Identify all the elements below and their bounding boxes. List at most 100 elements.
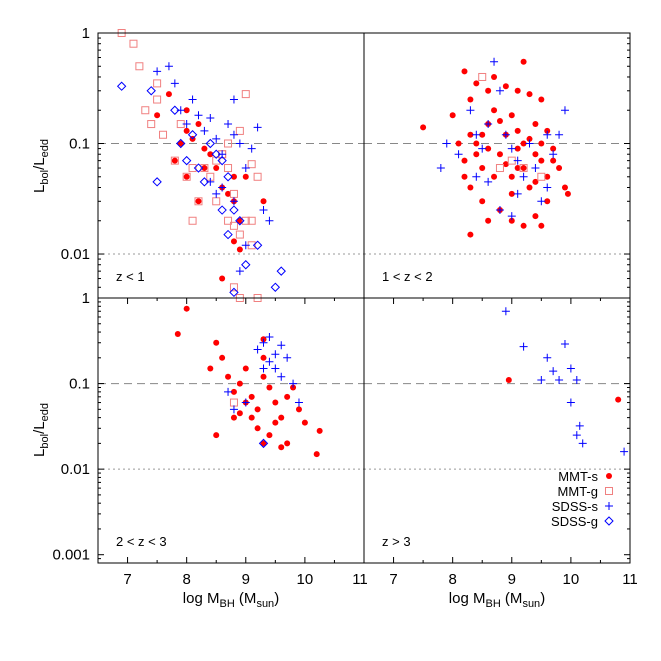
data-point-open-square <box>537 172 546 181</box>
data-point-open-diamond <box>276 266 286 276</box>
data-point-plus <box>289 379 298 388</box>
x-tick-label: 7 <box>389 571 397 588</box>
data-point-plus <box>247 144 256 153</box>
data-point-filled-circle <box>207 151 214 158</box>
data-point-filled-circle <box>514 87 521 94</box>
data-point-filled-circle <box>236 410 243 417</box>
data-point-filled-circle <box>230 388 237 395</box>
data-point-open-square <box>147 120 156 129</box>
data-point-filled-circle <box>485 87 492 94</box>
y-axis-title: Lbol/Ledd <box>31 403 51 457</box>
data-point-open-square <box>188 164 197 173</box>
data-point-filled-circle <box>183 127 190 134</box>
legend-label: SDSS-s <box>552 499 599 514</box>
data-point-plus <box>507 144 516 153</box>
data-point-plus <box>578 439 587 448</box>
data-point-filled-circle <box>461 157 468 164</box>
data-point-filled-circle <box>520 58 527 65</box>
data-point-filled-circle <box>284 440 291 447</box>
data-point-plus <box>188 95 197 104</box>
data-point-filled-circle <box>219 354 226 361</box>
data-point-filled-circle <box>174 330 181 337</box>
data-point-plus <box>294 398 303 407</box>
data-point-filled-circle <box>532 151 539 158</box>
x-axis-title: log MBH (Msun) <box>449 590 545 610</box>
data-point-plus <box>436 164 445 173</box>
data-point-filled-circle <box>195 198 202 205</box>
x-tick-label: 11 <box>622 571 638 588</box>
data-point-filled-circle <box>230 414 237 421</box>
data-point-open-diamond <box>176 138 186 149</box>
data-point-open-diamond <box>116 81 127 91</box>
data-point-filled-circle <box>260 373 267 380</box>
data-point-filled-circle <box>491 107 498 114</box>
data-point-filled-circle <box>485 217 492 224</box>
data-point-filled-circle <box>496 117 503 124</box>
legend-label: MMT-s <box>558 469 598 484</box>
data-point-plus <box>531 164 540 173</box>
data-point-filled-circle <box>301 419 308 426</box>
data-point-open-diamond <box>241 260 251 270</box>
panel-frame <box>97 297 365 564</box>
data-point-open-diamond <box>217 155 227 166</box>
panel-label: 1 < z < 2 <box>382 269 433 284</box>
data-point-open-square <box>224 139 233 148</box>
data-point-plus <box>572 376 581 385</box>
data-point-plus <box>176 106 185 115</box>
data-point-filled-circle <box>254 406 261 413</box>
data-point-filled-circle <box>556 165 563 172</box>
data-point-filled-circle <box>473 151 480 158</box>
data-point-filled-circle <box>225 190 232 197</box>
data-point-plus <box>182 120 191 129</box>
data-point-plus <box>495 206 504 215</box>
data-point-filled-circle <box>461 173 468 180</box>
data-point-filled-circle <box>248 414 255 421</box>
data-point-filled-circle <box>254 425 261 432</box>
data-point-plus <box>229 130 238 139</box>
data-point-open-square <box>153 79 162 88</box>
data-point-filled-circle <box>550 145 557 152</box>
data-point-filled-circle <box>479 131 486 138</box>
data-point-plus <box>283 353 292 362</box>
data-point-open-diamond <box>193 163 204 173</box>
data-point-open-diamond <box>170 105 180 115</box>
panel-2: 1 < z < 2 <box>363 32 631 299</box>
data-point-filled-circle <box>260 198 267 205</box>
data-point-plus <box>271 364 280 373</box>
panel-4: z > 3 <box>363 297 631 564</box>
data-point-open-square <box>153 95 162 104</box>
data-point-plus <box>454 150 463 159</box>
data-point-plus <box>153 67 162 76</box>
data-point-filled-circle <box>505 377 512 384</box>
data-point-plus <box>478 144 487 153</box>
data-point-open-square <box>159 130 168 139</box>
data-point-open-square <box>229 221 238 230</box>
data-point-plus <box>466 106 475 115</box>
panel-frame <box>363 297 631 564</box>
data-point-open-square <box>135 62 144 71</box>
data-point-filled-circle <box>514 165 521 172</box>
data-point-filled-circle <box>532 213 539 220</box>
data-point-open-square <box>241 90 250 99</box>
data-point-plus <box>194 111 203 120</box>
data-point-filled-circle <box>260 440 267 447</box>
legend-label: SDSS-g <box>551 514 598 529</box>
panel-frame <box>97 32 365 299</box>
data-point-plus <box>513 156 522 165</box>
data-point-filled-circle <box>544 198 551 205</box>
data-point-plus <box>271 350 280 359</box>
data-point-filled-circle <box>213 432 220 439</box>
data-point-plus <box>560 340 569 349</box>
data-point-open-diamond <box>270 282 281 292</box>
data-point-filled-circle <box>177 140 184 147</box>
x-tick-label: 11 <box>352 571 368 588</box>
data-point-filled-circle <box>295 406 302 413</box>
data-point-plus <box>543 183 552 192</box>
data-point-open-diamond <box>205 138 216 149</box>
data-point-filled-circle <box>514 127 521 134</box>
data-point-open-square <box>241 216 250 225</box>
data-point-open-diamond <box>223 172 233 182</box>
data-point-filled-circle <box>532 178 539 185</box>
